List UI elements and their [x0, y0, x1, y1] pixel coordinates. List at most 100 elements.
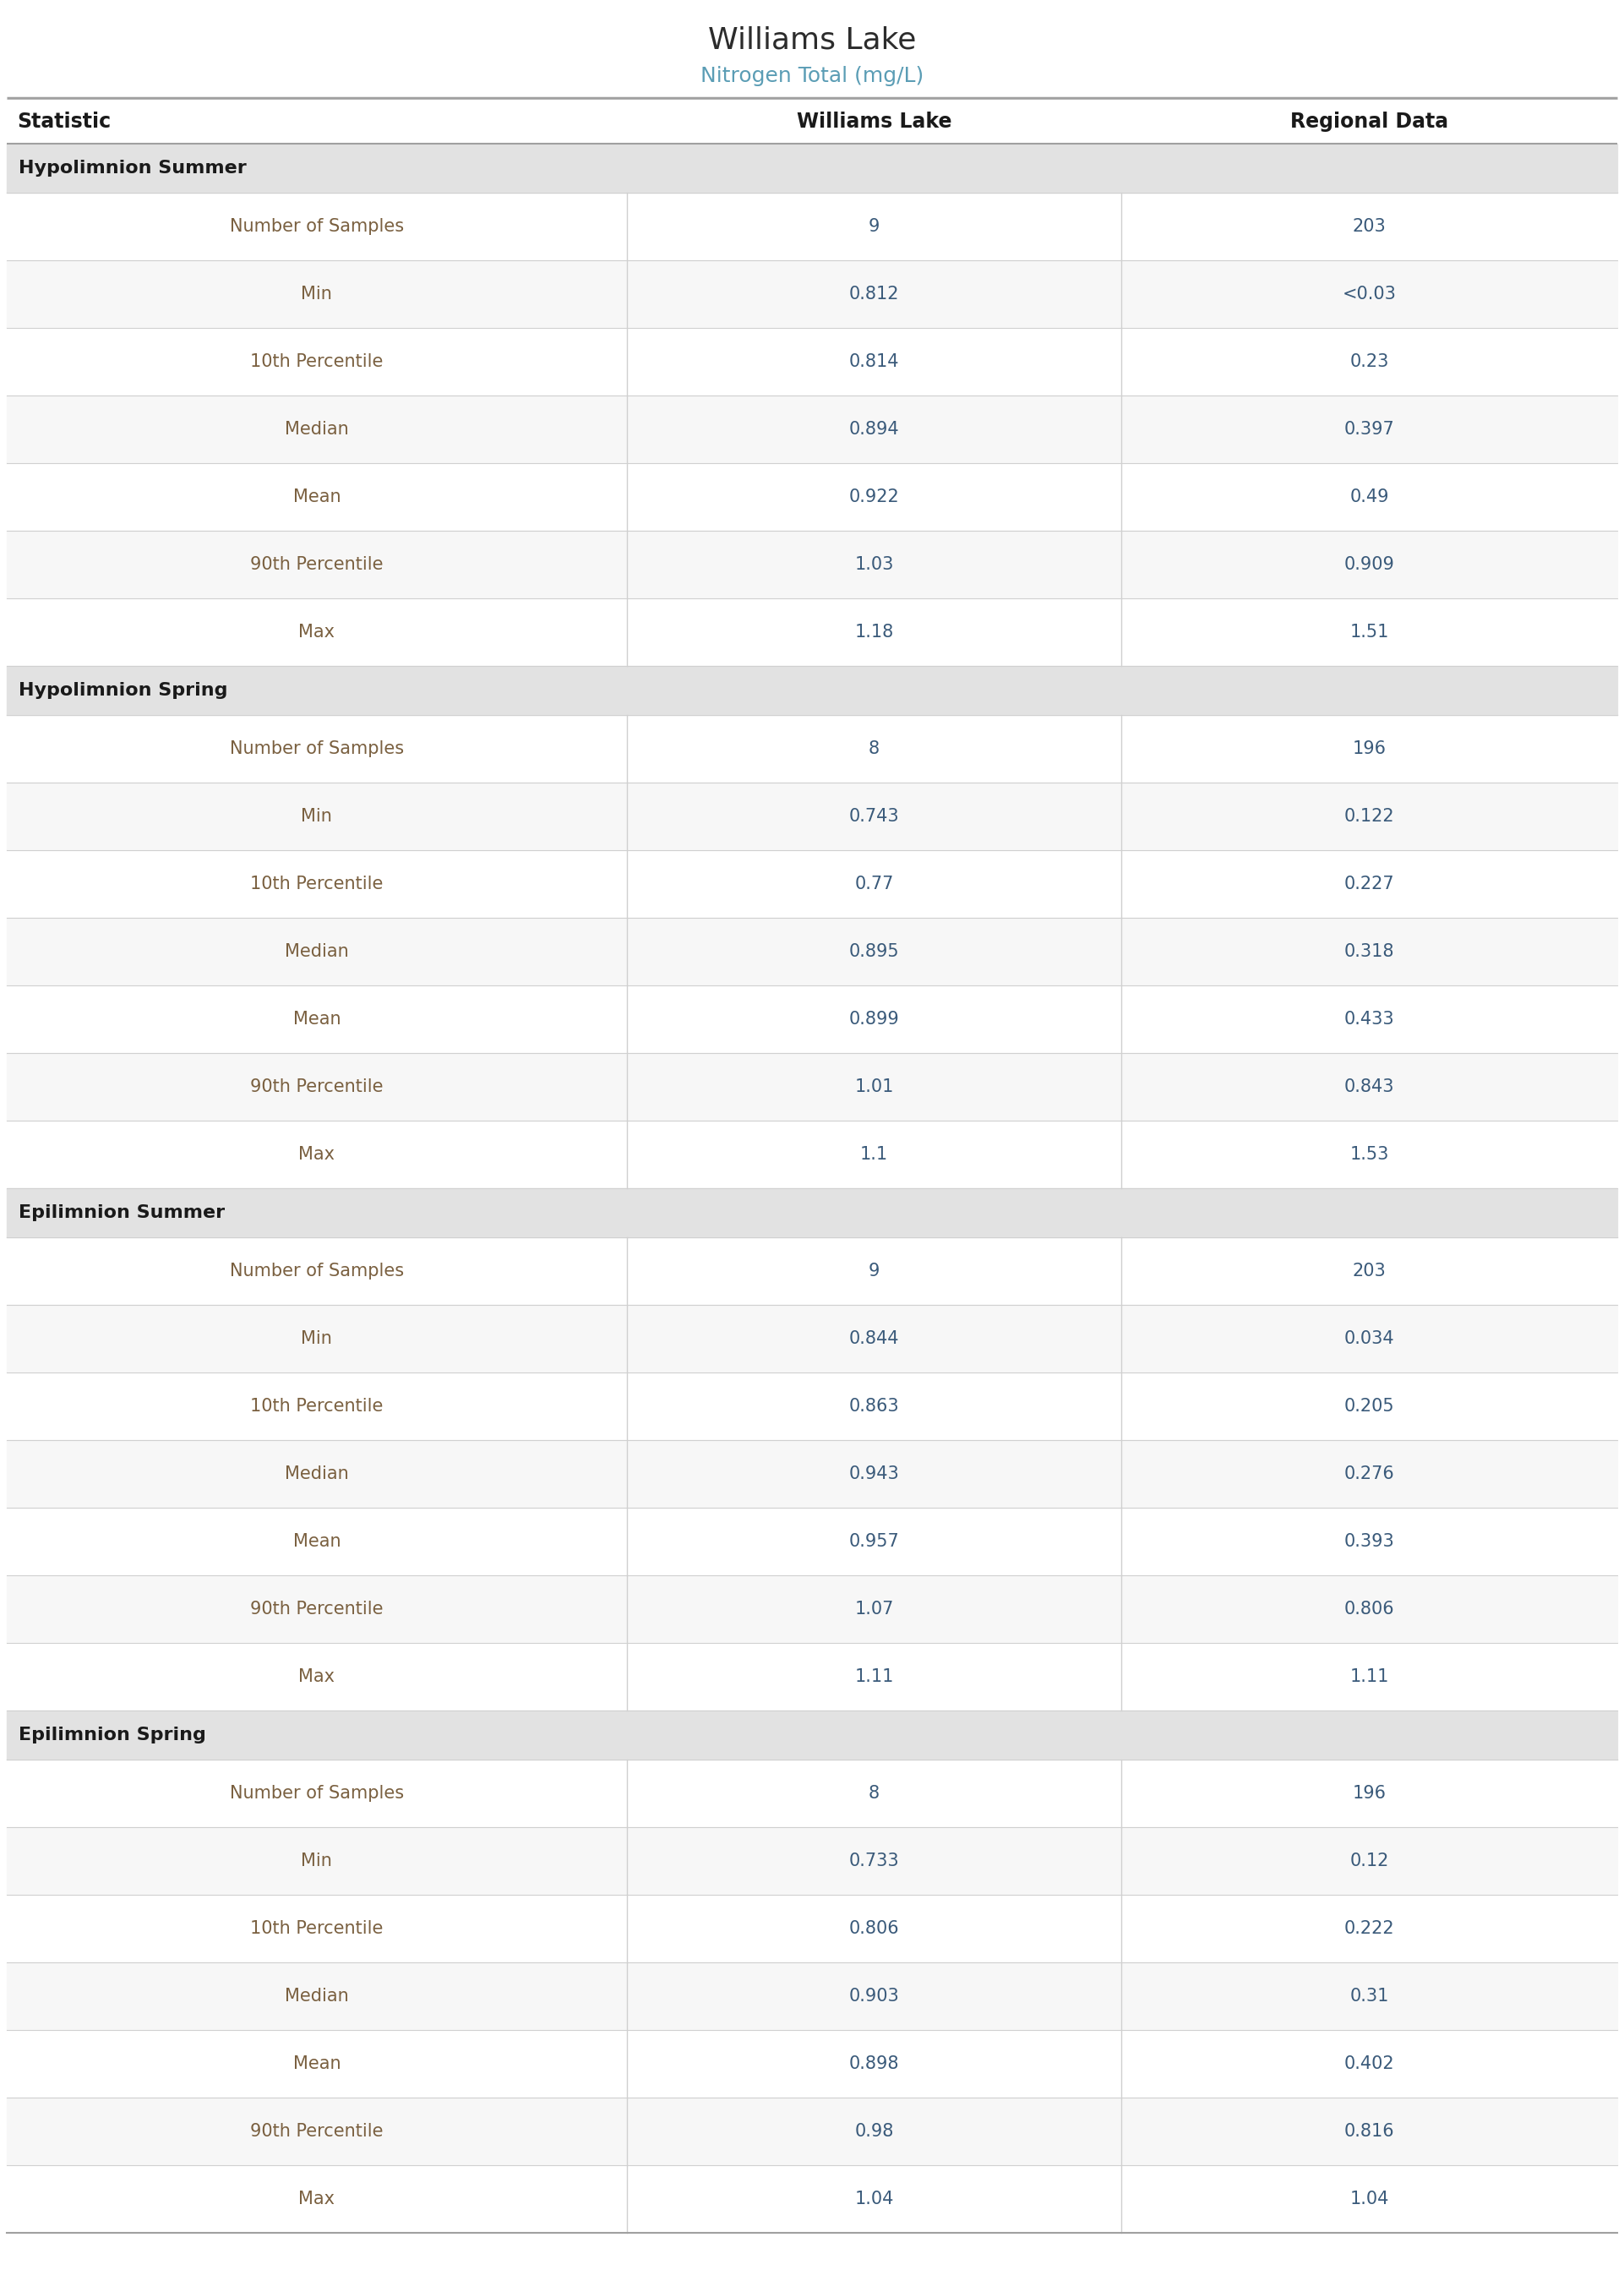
Bar [6, 327, 1618, 395]
Text: 1.04: 1.04 [854, 2191, 893, 2206]
Text: 0.77: 0.77 [854, 876, 893, 892]
Text: Median: Median [284, 1989, 349, 2004]
Text: 0.733: 0.733 [849, 1852, 900, 1870]
Text: Median: Median [284, 942, 349, 960]
Bar [6, 193, 1618, 261]
Bar [6, 143, 1618, 193]
Text: 1.53: 1.53 [1350, 1146, 1389, 1162]
Bar [6, 1643, 1618, 1712]
Bar [6, 100, 1618, 143]
Text: 0.227: 0.227 [1345, 876, 1395, 892]
Text: 1.03: 1.03 [854, 556, 893, 572]
Text: 90th Percentile: 90th Percentile [250, 1600, 383, 1619]
Text: Median: Median [284, 1466, 349, 1482]
Text: 1.04: 1.04 [1350, 2191, 1389, 2206]
Text: Number of Samples: Number of Samples [229, 1784, 404, 1802]
Bar [6, 665, 1618, 715]
Text: Hypolimnion Summer: Hypolimnion Summer [18, 159, 247, 177]
Text: Min: Min [300, 1330, 333, 1346]
Text: 0.31: 0.31 [1350, 1989, 1389, 2004]
Bar [6, 1895, 1618, 1961]
Text: 0.894: 0.894 [849, 420, 900, 438]
Text: Williams Lake: Williams Lake [708, 25, 916, 54]
Bar [6, 2166, 1618, 2234]
Text: 0.393: 0.393 [1345, 1532, 1395, 1550]
Text: 9: 9 [869, 1262, 880, 1280]
Text: 8: 8 [869, 1784, 880, 1802]
Bar [6, 1961, 1618, 2029]
Text: 0.433: 0.433 [1345, 1010, 1395, 1028]
Text: 1.11: 1.11 [1350, 1668, 1389, 1684]
Text: Max: Max [299, 624, 335, 640]
Text: Max: Max [299, 2191, 335, 2206]
Text: 0.943: 0.943 [849, 1466, 900, 1482]
Text: Nitrogen Total (mg/L): Nitrogen Total (mg/L) [700, 66, 924, 86]
Text: Min: Min [300, 286, 333, 302]
Text: Max: Max [299, 1668, 335, 1684]
Text: 0.812: 0.812 [849, 286, 900, 302]
Text: 196: 196 [1353, 1784, 1387, 1802]
Text: 0.122: 0.122 [1345, 808, 1395, 824]
Bar [6, 985, 1618, 1053]
Bar [6, 395, 1618, 463]
Text: 90th Percentile: 90th Percentile [250, 2122, 383, 2141]
Text: Epilimnion Spring: Epilimnion Spring [18, 1727, 206, 1743]
Bar [6, 1712, 1618, 1759]
Bar [6, 1187, 1618, 1237]
Text: Epilimnion Summer: Epilimnion Summer [18, 1205, 224, 1221]
Text: 0.816: 0.816 [1345, 2122, 1395, 2141]
Bar [6, 1575, 1618, 1643]
Text: Number of Samples: Number of Samples [229, 740, 404, 758]
Bar [6, 463, 1618, 531]
Text: 90th Percentile: 90th Percentile [250, 556, 383, 572]
Text: 1.1: 1.1 [861, 1146, 888, 1162]
Text: 0.843: 0.843 [1345, 1078, 1395, 1096]
Text: Statistic: Statistic [16, 111, 110, 132]
Bar [6, 1507, 1618, 1575]
Bar [6, 851, 1618, 917]
Text: Min: Min [300, 1852, 333, 1870]
Text: 9: 9 [869, 218, 880, 234]
Text: 0.899: 0.899 [849, 1010, 900, 1028]
Text: 0.034: 0.034 [1345, 1330, 1395, 1346]
Text: 1.07: 1.07 [854, 1600, 893, 1619]
Bar [6, 1121, 1618, 1187]
Text: Max: Max [299, 1146, 335, 1162]
Text: Hypolimnion Spring: Hypolimnion Spring [18, 681, 227, 699]
Text: 1.01: 1.01 [854, 1078, 893, 1096]
Text: 0.957: 0.957 [849, 1532, 900, 1550]
Text: 0.98: 0.98 [854, 2122, 893, 2141]
Text: Min: Min [300, 808, 333, 824]
Text: <0.03: <0.03 [1343, 286, 1397, 302]
Text: Regional Data: Regional Data [1289, 111, 1449, 132]
Text: 0.402: 0.402 [1345, 2054, 1395, 2073]
Text: 10th Percentile: 10th Percentile [250, 1398, 383, 1414]
Bar [6, 599, 1618, 665]
Text: Williams Lake: Williams Lake [796, 111, 952, 132]
Bar [6, 1759, 1618, 1827]
Text: 1.18: 1.18 [854, 624, 893, 640]
Text: 0.12: 0.12 [1350, 1852, 1389, 1870]
Text: 1.11: 1.11 [854, 1668, 893, 1684]
Text: 0.844: 0.844 [849, 1330, 900, 1346]
Text: 10th Percentile: 10th Percentile [250, 876, 383, 892]
Bar [6, 1053, 1618, 1121]
Text: 90th Percentile: 90th Percentile [250, 1078, 383, 1096]
Text: 1.51: 1.51 [1350, 624, 1389, 640]
Text: 10th Percentile: 10th Percentile [250, 1920, 383, 1936]
Bar [6, 1305, 1618, 1373]
Text: 0.903: 0.903 [849, 1989, 900, 2004]
Bar [6, 917, 1618, 985]
Text: Mean: Mean [292, 1532, 341, 1550]
Text: 0.49: 0.49 [1350, 488, 1389, 506]
Bar [6, 1827, 1618, 1895]
Text: 0.806: 0.806 [1345, 1600, 1395, 1619]
Text: Number of Samples: Number of Samples [229, 218, 404, 234]
Text: 0.806: 0.806 [849, 1920, 900, 1936]
Bar [6, 715, 1618, 783]
Bar [6, 783, 1618, 851]
Bar [6, 1373, 1618, 1439]
Bar [6, 1237, 1618, 1305]
Text: 0.222: 0.222 [1345, 1920, 1395, 1936]
Text: 10th Percentile: 10th Percentile [250, 354, 383, 370]
